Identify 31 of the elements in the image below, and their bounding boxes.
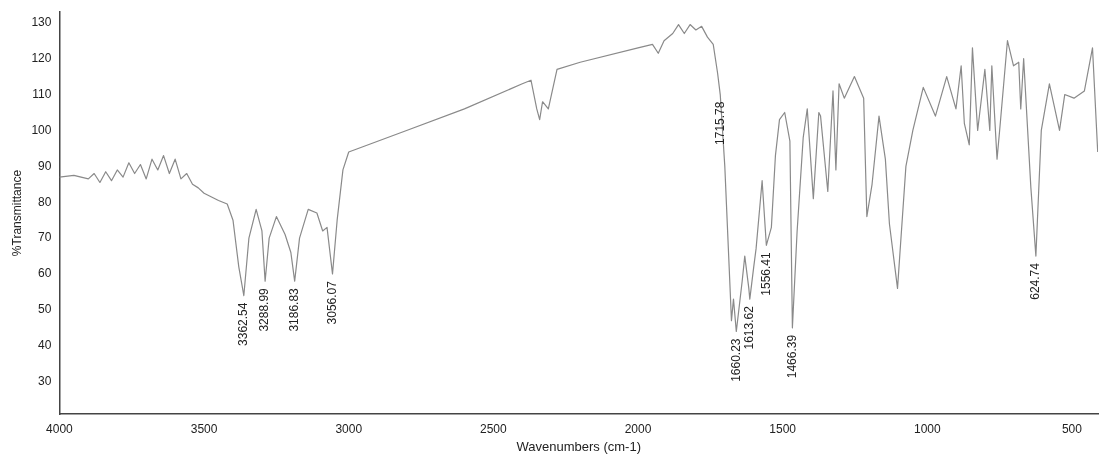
y-tick-label: 40 [38,338,52,353]
y-tick-label: 60 [38,266,52,281]
x-tick-label: 3000 [335,421,363,436]
annotation: 3288.99 [257,287,272,332]
annotation: 3362.54 [236,302,251,346]
x-axis-title: Wavenumbers (cm-1) [516,438,641,454]
x-tick-label: 4000 [46,421,74,436]
y-tick-label: 50 [38,302,52,317]
annotation: 1613.62 [742,305,757,350]
annotation: 1660.23 [728,338,743,382]
x-tick-label: 500 [1061,421,1083,436]
x-tick-label: 1000 [913,421,941,436]
x-tick-label: 2500 [480,421,508,436]
y-tick-label: 70 [38,230,52,245]
annotation: 3186.83 [286,287,301,332]
annotation: 624.74 [1028,262,1043,300]
annotation: 1466.39 [784,334,799,379]
annotation: 1715.78 [712,101,727,145]
y-tick-label: 30 [38,374,52,389]
y-tick-label: 110 [32,86,52,101]
annotation: 3056.07 [324,280,339,325]
y-tick-label: 120 [31,50,52,65]
y-tick-label: 100 [31,122,52,137]
x-tick-label: 1500 [769,421,797,436]
y-tick-label: 80 [38,194,52,209]
x-tick-label: 2000 [624,421,652,436]
y-tick-label: 130 [31,15,52,30]
annotation: 1556.41 [758,251,773,296]
y-axis-title: %Transmittance [9,169,24,257]
y-tick-label: 90 [38,158,52,173]
x-tick-label: 3500 [190,421,218,436]
